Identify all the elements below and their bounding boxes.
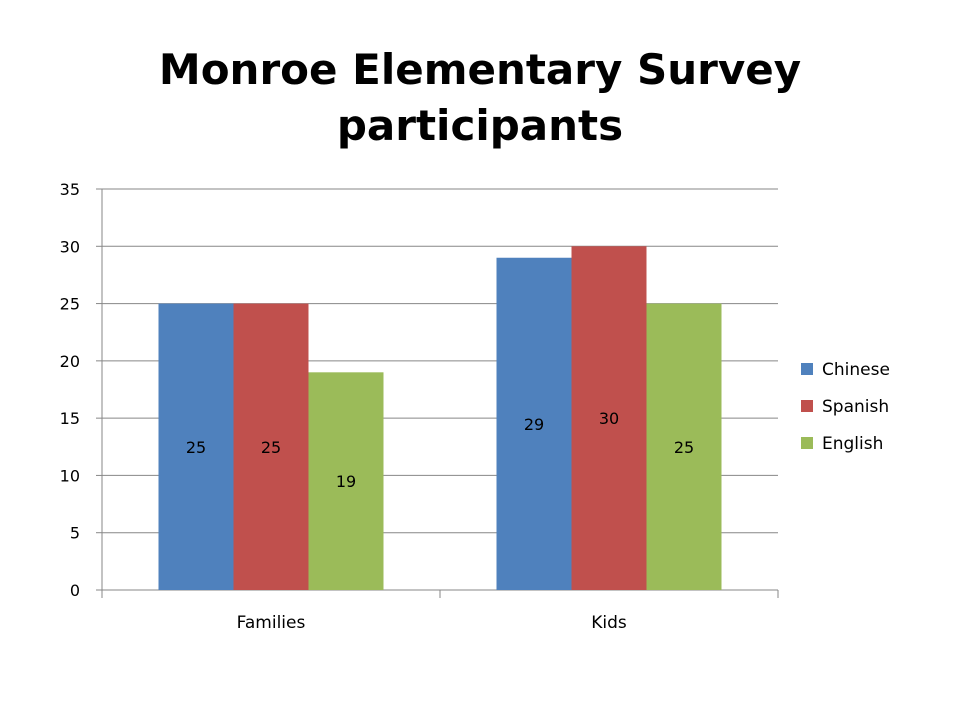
y-tick-label: 15	[60, 409, 80, 428]
bar-spanish-kids	[571, 246, 647, 591]
bar-english-families	[308, 372, 384, 590]
legend: Chinese Spanish English	[801, 360, 890, 454]
legend-swatch-english	[801, 437, 813, 449]
bar-chinese-kids	[496, 257, 572, 590]
y-tick-label: 0	[70, 581, 80, 600]
y-tick-label: 5	[70, 524, 80, 543]
data-label: 25	[186, 438, 206, 457]
legend-swatch-chinese	[801, 363, 813, 375]
chart-title-line-1: Monroe Elementary Survey	[159, 45, 801, 94]
axes: 0 5 10 15 20 25 30 35 Families Kids	[60, 180, 779, 633]
x-category-label: Families	[237, 613, 306, 633]
bar-english-kids	[646, 303, 722, 590]
y-tick-label: 25	[60, 295, 80, 314]
data-label: 25	[674, 438, 694, 457]
data-labels: 25 25 19 29 30 25	[186, 409, 694, 491]
legend-label-chinese: Chinese	[822, 360, 890, 380]
chart-title-line-2: participants	[337, 101, 623, 150]
data-label: 25	[261, 438, 281, 457]
bar-chinese-families	[158, 303, 234, 590]
legend-label-spanish: Spanish	[822, 397, 889, 417]
data-label: 29	[524, 415, 544, 434]
y-tick-label: 35	[60, 180, 80, 199]
data-label: 19	[336, 472, 356, 491]
y-tick-label: 30	[60, 237, 80, 256]
legend-swatch-spanish	[801, 400, 813, 412]
y-tick-label: 10	[60, 466, 80, 485]
data-label: 30	[599, 409, 619, 428]
y-tick-label: 20	[60, 352, 80, 371]
x-category-label: Kids	[591, 613, 627, 633]
bar-spanish-families	[233, 303, 309, 590]
legend-label-english: English	[822, 434, 883, 454]
chart-title: Monroe Elementary Survey participants	[159, 45, 801, 150]
bars	[158, 246, 722, 591]
